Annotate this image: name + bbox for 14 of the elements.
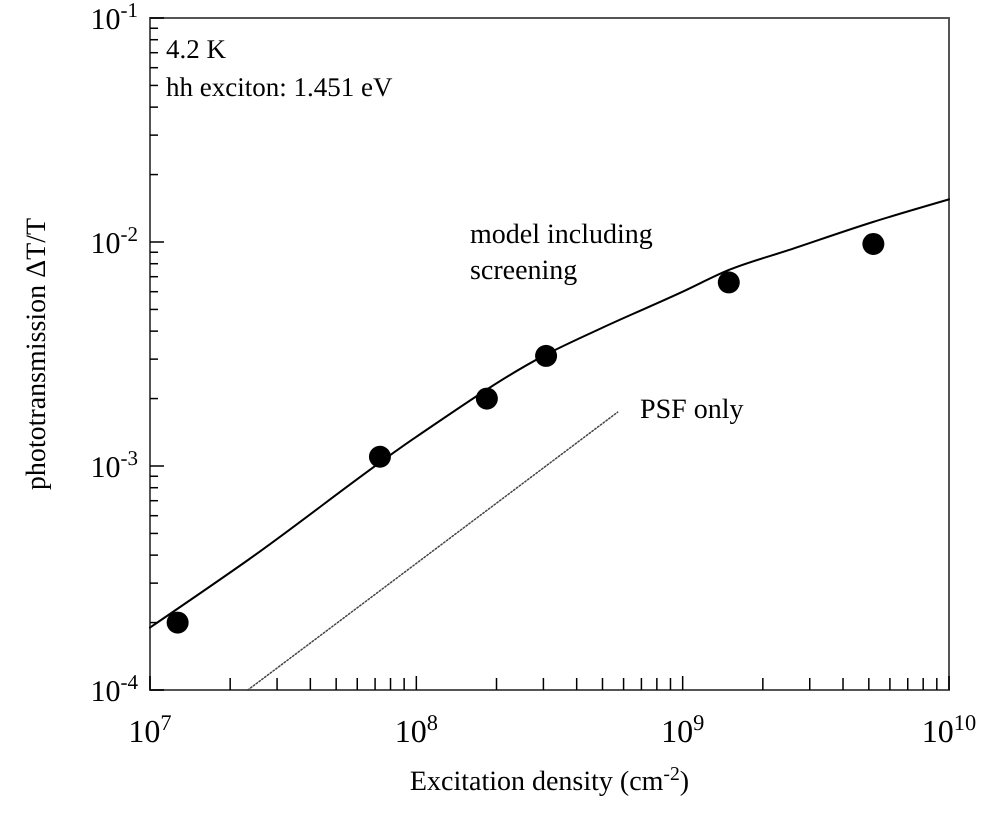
annotation: 4.2 K bbox=[166, 34, 226, 64]
annotation: hh exciton: 1.451 eV bbox=[166, 72, 393, 102]
y-tick-label: 10$^{-2}$ bbox=[90, 222, 138, 260]
y-axis-title: phototransmission ΔT/T bbox=[21, 218, 52, 490]
y-tick-label: 10$^{-1}$ bbox=[90, 0, 138, 36]
y-tick-label: 10$^{-4}$ bbox=[90, 670, 138, 708]
series-label: model including screening bbox=[470, 219, 653, 286]
x-tick-label: 10$^{10}$ bbox=[922, 710, 976, 749]
x-tick-label: 10$^{9}$ bbox=[661, 710, 704, 749]
y-tick-label: 10$^{-3}$ bbox=[90, 446, 138, 484]
x-axis-title: Excitation density (cm$^{-2}$) bbox=[410, 764, 690, 797]
series-label: PSF only bbox=[640, 394, 744, 425]
x-tick-label: 10$^{7}$ bbox=[128, 710, 172, 749]
x-tick-label: 10$^{8}$ bbox=[394, 710, 438, 749]
